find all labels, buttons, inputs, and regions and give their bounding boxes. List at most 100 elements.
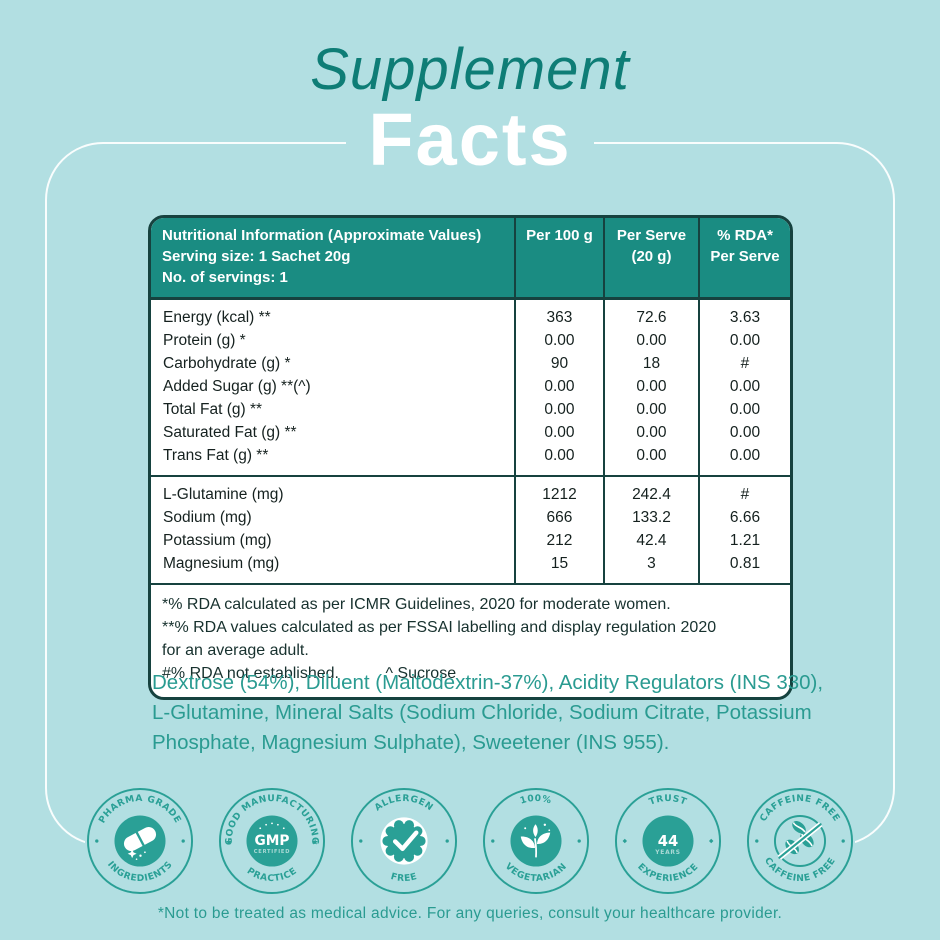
- nutrient-label: Magnesium (mg): [151, 552, 515, 585]
- rda-value: 0.00: [697, 329, 790, 352]
- per-100g-value: 90: [513, 352, 604, 375]
- mineral-row: Magnesium (mg) 15 3 0.81: [151, 552, 790, 585]
- svg-text:YEARS: YEARS: [654, 850, 681, 856]
- per-serve-value: 0.00: [602, 421, 699, 444]
- nutrient-label: Added Sugar (g) **(^): [163, 378, 311, 395]
- nutrient-row: Trans Fat (g) ** 0.00 0.00 0.00: [151, 444, 790, 477]
- rda-value: 0.00: [697, 444, 790, 477]
- nutrient-row: Added Sugar (g) **(^) 0.00 0.00 0.00: [151, 375, 790, 398]
- nutrient-label: Total Fat (g) **: [163, 401, 263, 418]
- nutrient-row: Carbohydrate (g) * 90 18 #: [151, 352, 790, 375]
- footnote-rda-not-established: #% RDA not established.: [162, 665, 339, 682]
- nutrient-label: L-Glutamine (mg): [163, 486, 284, 503]
- table-title: Nutritional Information (Approximate Val…: [162, 227, 482, 244]
- nutrient-label: Protein (g) *: [163, 332, 246, 349]
- per-serve-value: 3: [602, 552, 699, 585]
- footnote-sucrose: ^ Sucrose: [385, 665, 457, 682]
- rda-value: 0.81: [697, 552, 790, 585]
- rda-value: 0.00: [697, 375, 790, 398]
- svg-text:CAFFEINE FREE: CAFFEINE FREE: [762, 856, 838, 884]
- svg-text:100%: 100%: [519, 794, 553, 807]
- rda-value: 6.66: [697, 506, 790, 529]
- nutrition-table: Nutritional Information (Approximate Val…: [151, 218, 790, 697]
- page-title-facts: Facts: [0, 101, 940, 179]
- badge-pharma-grade-ingredients: PHARMA GRADE INGREDIENTS: [86, 787, 194, 895]
- 44-years-seal-icon: 44 YEARS: [642, 815, 694, 867]
- column-header-per-serve: Per Serve (20 g): [602, 218, 699, 300]
- per-100g-value: 0.00: [513, 444, 604, 477]
- badge-trust-44-years-experience: TRUST EXPERIENCE 44 YEARS: [614, 787, 722, 895]
- capsule-pill-icon: [114, 815, 166, 867]
- servings-count: No. of servings: 1: [162, 269, 288, 286]
- checkmark-seal-icon: [380, 817, 428, 865]
- nutrient-row: Total Fat (g) ** 0.00 0.00 0.00: [151, 398, 790, 421]
- per-100g-value: 666: [513, 506, 604, 529]
- per-serve-value: 0.00: [602, 398, 699, 421]
- page-title-supplement: Supplement: [310, 37, 630, 102]
- badge-100-percent-vegetarian: 100% VEGETARIAN: [482, 787, 590, 895]
- nutrient-label: Carbohydrate (g) *: [163, 355, 291, 372]
- per-serve-value: 133.2: [602, 506, 699, 529]
- rda-value: 0.00: [697, 398, 790, 421]
- svg-text:PRACTICE: PRACTICE: [245, 866, 299, 884]
- nutrient-row: Saturated Fat (g) ** 0.00 0.00 0.00: [151, 421, 790, 444]
- mineral-row: L-Glutamine (mg) 1212 242.4 #: [151, 476, 790, 506]
- column-header-rda: % RDA* Per Serve: [697, 218, 790, 300]
- badge-gmp-certified: GOOD MANUFACTURING PRACTICE ★ ★ GMP CERTI…: [218, 787, 326, 895]
- nutrient-label: Sodium (mg): [163, 509, 252, 526]
- gmp-seal-icon: GMP CERTIFIED: [246, 815, 298, 867]
- per-100g-value: 0.00: [513, 421, 604, 444]
- serving-size: Serving size: 1 Sachet 20g: [162, 248, 351, 265]
- svg-text:ALLERGEN: ALLERGEN: [373, 794, 435, 813]
- footnote-last-line: #% RDA not established. ^ Sucrose: [162, 662, 778, 685]
- per-100g-value: 212: [513, 529, 604, 552]
- nutrient-label: Energy (kcal) **: [163, 309, 271, 326]
- svg-text:44: 44: [658, 833, 678, 850]
- nutrition-table-container: Nutritional Information (Approximate Val…: [148, 215, 793, 700]
- per-serve-value: 0.00: [602, 329, 699, 352]
- per-serve-value: 242.4: [602, 476, 699, 506]
- svg-text:★: ★: [312, 837, 319, 846]
- table-header-row: Nutritional Information (Approximate Val…: [151, 218, 790, 300]
- svg-text:CERTIFIED: CERTIFIED: [254, 849, 290, 855]
- nutrient-row: Protein (g) * 0.00 0.00 0.00: [151, 329, 790, 352]
- badge-allergen-free: ALLERGEN FREE: [350, 787, 458, 895]
- mineral-row: Potassium (mg) 212 42.4 1.21: [151, 529, 790, 552]
- footnote-rda-icmr: *% RDA calculated as per ICMR Guidelines…: [162, 596, 671, 613]
- nutrient-label: Saturated Fat (g) **: [163, 424, 297, 441]
- svg-text:GMP: GMP: [254, 833, 289, 849]
- plant-leaves-icon: [510, 815, 562, 867]
- per-100g-value: 0.00: [513, 375, 604, 398]
- per-serve-value: 72.6: [602, 298, 699, 329]
- per-serve-value: 18: [602, 352, 699, 375]
- disclaimer-text: *Not to be treated as medical advice. Fo…: [157, 905, 783, 922]
- mineral-row: Sodium (mg) 666 133.2 6.66: [151, 506, 790, 529]
- footnotes-row: *% RDA calculated as per ICMR Guidelines…: [151, 584, 790, 697]
- ingredients-text: Dextrose (54%), Diluent (Maitodextrin-37…: [152, 671, 824, 754]
- badge-caffeine-free: CAFFEINE FREE CAFFEINE FREE: [746, 787, 854, 895]
- per-100g-value: 0.00: [513, 329, 604, 352]
- rda-value: 3.63: [697, 298, 790, 329]
- nutrient-label: Trans Fat (g) **: [151, 444, 515, 477]
- rda-value: 1.21: [697, 529, 790, 552]
- certification-badges: PHARMA GRADE INGREDIENTS GOOD MANUFACTUR…: [85, 780, 855, 902]
- rda-value: #: [697, 476, 790, 506]
- per-serve-value: 0.00: [602, 375, 699, 398]
- rda-value: 0.00: [697, 421, 790, 444]
- table-header-info: Nutritional Information (Approximate Val…: [151, 218, 515, 300]
- rda-value: #: [697, 352, 790, 375]
- nutrient-label: Potassium (mg): [163, 532, 272, 549]
- per-100g-value: 1212: [513, 476, 604, 506]
- svg-text:★: ★: [225, 837, 232, 846]
- column-header-per-100g: Per 100 g: [513, 218, 604, 300]
- nutrient-row: Energy (kcal) ** 363 72.6 3.63: [151, 298, 790, 329]
- per-serve-value: 42.4: [602, 529, 699, 552]
- per-100g-value: 363: [513, 298, 604, 329]
- svg-text:TRUST: TRUST: [648, 794, 689, 808]
- coffee-beans-crossed-icon: [773, 814, 827, 868]
- per-100g-value: 15: [513, 552, 604, 585]
- per-serve-value: 0.00: [602, 444, 699, 477]
- per-100g-value: 0.00: [513, 398, 604, 421]
- footnote-rda-fssai: **% RDA values calculated as per FSSAI l…: [162, 619, 717, 659]
